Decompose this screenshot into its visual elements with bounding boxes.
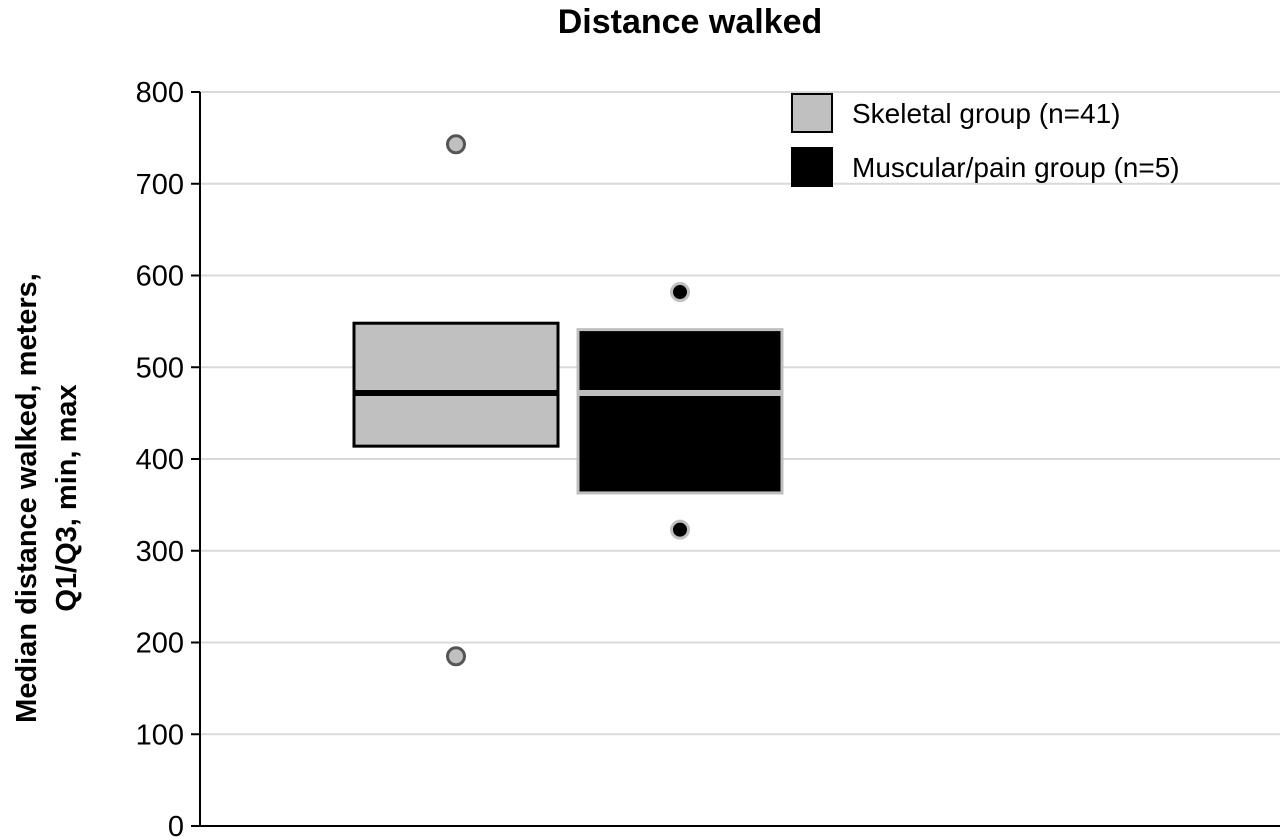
chart-title: Distance walked — [558, 3, 823, 41]
y-tick-label: 800 — [136, 77, 184, 109]
y-axis-label: Median distance walked, meters, Q1/Q3, m… — [11, 273, 83, 723]
y-tick-label: 600 — [136, 261, 184, 293]
y-axis-ticks: 0 100 200 300 400 500 600 700 800 — [136, 77, 200, 840]
y-tick-label: 200 — [136, 628, 184, 660]
legend-swatch — [791, 147, 833, 187]
min-point — [446, 646, 466, 667]
min-point — [670, 519, 690, 540]
y-tick-label: 0 — [168, 811, 184, 840]
y-tick-label: 300 — [136, 536, 184, 568]
box-series-1 — [352, 134, 560, 667]
y-axis-label-line-2: Q1/Q3, min, max — [51, 384, 83, 611]
box-iqr — [576, 328, 784, 495]
legend-swatch — [791, 93, 833, 133]
legend-label: Skeletal group (n=41) — [852, 98, 1121, 129]
box-series — [352, 134, 784, 667]
max-point — [670, 282, 690, 303]
legend-label: Muscular/pain group (n=5) — [852, 152, 1180, 183]
legend-item-2: Muscular/pain group (n=5) — [791, 147, 1180, 187]
legend: Skeletal group (n=41) Muscular/pain group… — [791, 93, 1180, 187]
legend-item-1: Skeletal group (n=41) — [791, 93, 1121, 133]
y-tick-label: 100 — [136, 719, 184, 751]
y-tick-label: 700 — [136, 169, 184, 201]
max-point — [446, 134, 466, 155]
box-iqr — [352, 321, 560, 448]
y-axis-label-line-1: Median distance walked, meters, — [11, 273, 43, 723]
box-series-2 — [576, 282, 784, 540]
y-tick-label: 500 — [136, 352, 184, 384]
y-tick-label: 400 — [136, 444, 184, 476]
